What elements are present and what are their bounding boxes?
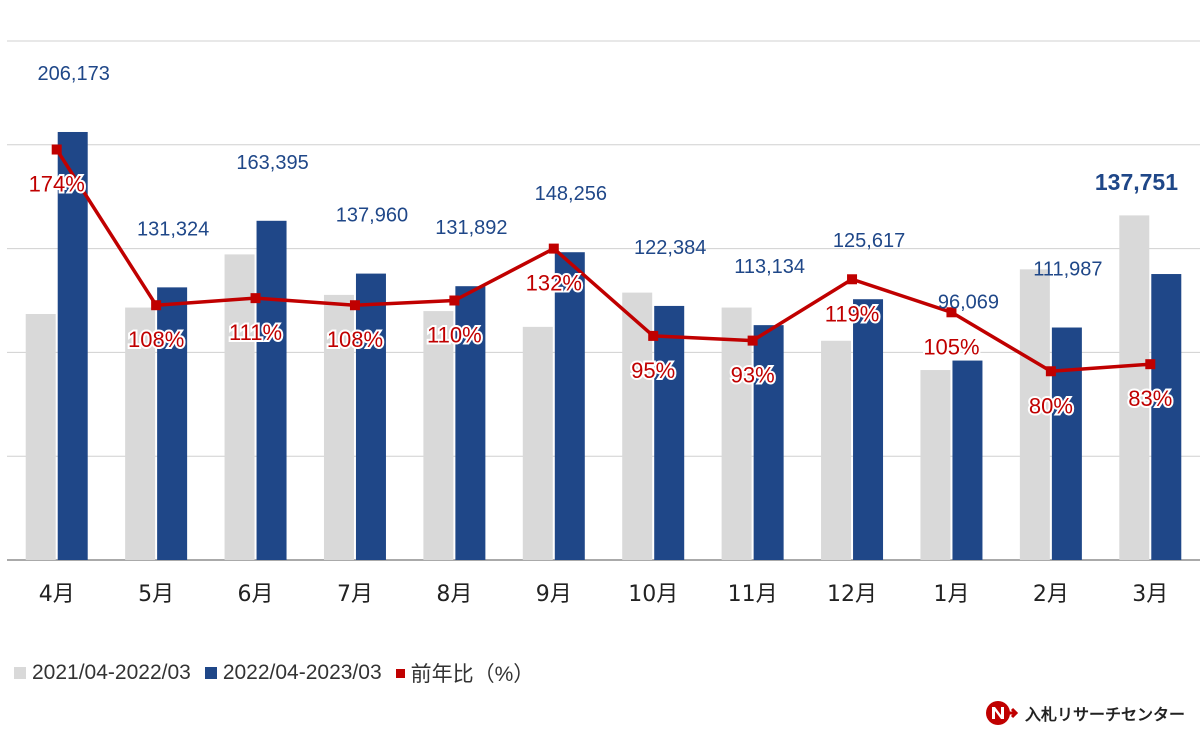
bar-2022: [455, 286, 486, 560]
bar-2021: [125, 307, 156, 560]
value-label: 131,324: [137, 218, 209, 240]
x-tick-label: 11月: [728, 582, 778, 607]
x-tick-label: 9月: [536, 582, 572, 607]
bar-2022: [57, 131, 88, 560]
pct-label: 132%: [526, 271, 582, 296]
x-tick-label: 8月: [436, 582, 472, 607]
pct-label: 95%: [631, 358, 675, 383]
brand-logo: 入札リサーチセンター: [985, 698, 1185, 728]
x-tick-label: 7月: [337, 582, 373, 607]
pct-label: 174%: [29, 172, 85, 197]
yoy-point: [151, 300, 162, 311]
pct-label: 108%: [128, 327, 184, 352]
bar-2021: [423, 311, 454, 560]
legend-label-yoy: 前年比（%）: [410, 663, 535, 686]
legend-label-2021: 2021/04-2022/03: [32, 661, 191, 684]
x-tick-label: 4月: [39, 582, 75, 607]
bar-2022: [355, 273, 386, 560]
pct-label: 110%: [427, 323, 482, 348]
pct-label: 105%: [923, 334, 979, 359]
bar-2022: [654, 305, 685, 560]
value-label: 137,751: [1095, 169, 1178, 195]
yoy-point: [449, 295, 460, 306]
bar-2021: [1019, 269, 1050, 560]
value-label: 206,173: [38, 63, 110, 85]
bar-2022: [1051, 327, 1082, 560]
bar-2022: [157, 287, 188, 560]
yoy-point: [847, 274, 858, 285]
bar-2021: [721, 307, 752, 560]
bar-2021: [821, 340, 852, 560]
legend-swatch-2022: [204, 667, 217, 679]
value-label: 122,384: [634, 237, 706, 259]
x-tick-label: 3月: [1132, 582, 1168, 607]
pct-label: 83%: [1128, 386, 1172, 411]
yoy-point: [648, 330, 659, 341]
pct-label: 111%: [229, 320, 282, 345]
bar-2021: [622, 292, 653, 560]
x-tick-label: 1月: [933, 582, 969, 607]
bar-2022: [952, 360, 983, 560]
bar-2021: [920, 370, 951, 560]
bar-2021: [25, 313, 56, 560]
brand-name: 入札リサーチセンター: [1025, 705, 1186, 724]
pct-label: 119%: [825, 301, 880, 326]
value-label: 96,069: [938, 292, 999, 314]
x-tick-label: 2月: [1033, 582, 1069, 607]
bar-2021: [323, 294, 354, 560]
pct-label: 80%: [1029, 393, 1073, 418]
yoy-point: [548, 243, 559, 254]
value-label: 125,617: [833, 230, 905, 252]
value-label: 137,960: [336, 205, 408, 227]
legend-item-2022: 2022/04-2023/03: [204, 661, 382, 685]
yoy-point: [946, 307, 957, 318]
yoy-point: [51, 144, 62, 155]
legend-label-2022: 2022/04-2023/03: [222, 661, 382, 684]
value-label: 148,256: [535, 183, 607, 205]
bar-2021: [224, 254, 255, 561]
bar-2022: [853, 299, 884, 560]
pct-label: 108%: [327, 327, 383, 352]
logo-icon: [986, 701, 1019, 725]
yoy-point: [250, 293, 261, 304]
legend-item-yoy: 前年比（%）: [395, 658, 535, 688]
x-tick-label: 12月: [827, 582, 877, 607]
yoy-line: [55, 148, 1151, 374]
value-label: 163,395: [236, 152, 308, 174]
bar-2021: [1119, 215, 1150, 560]
bar-2022: [1151, 274, 1182, 560]
pct-label: 93%: [731, 363, 775, 388]
bar-2021: [522, 326, 553, 560]
yoy-point: [1045, 366, 1056, 377]
value-label: 131,892: [435, 217, 507, 239]
bar-2022: [554, 252, 585, 560]
yoy-point: [747, 335, 758, 346]
legend-item-2021: 2021/04-2022/03: [14, 661, 191, 685]
bar-2022: [753, 325, 784, 560]
x-tick-label: 5月: [138, 582, 174, 607]
yoy-point: [349, 300, 360, 311]
legend-swatch-yoy: [395, 668, 405, 678]
value-label: 113,134: [734, 256, 805, 278]
value-label: 111,987: [1033, 259, 1102, 281]
bar-2022: [256, 220, 287, 560]
legend-swatch-2021: [14, 667, 26, 679]
x-tick-label: 6月: [238, 582, 274, 607]
yoy-point: [1145, 359, 1156, 370]
x-tick-label: 10月: [628, 582, 678, 607]
legend: 2021/04-2022/03 2022/04-2023/03 前年比（%）: [14, 658, 548, 688]
